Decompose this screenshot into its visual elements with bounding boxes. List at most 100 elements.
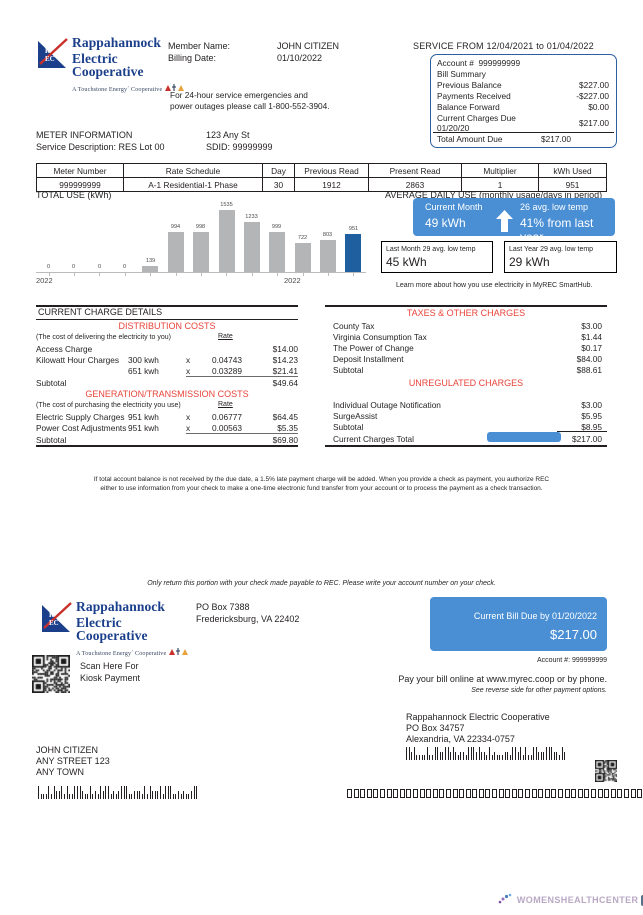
barcode-bar	[496, 755, 498, 760]
td-previous-read: 1912	[294, 177, 369, 192]
remit-address-line-1: PO Box 7388	[196, 602, 250, 612]
barcode-bar	[455, 752, 457, 760]
kiosk-scan-line-1: Scan Here For	[80, 661, 139, 671]
customer-address-line-2: ANY STREET 123	[36, 756, 110, 766]
barcode-bar	[418, 755, 420, 760]
current-charges-total-label: Current Charges Total	[333, 434, 415, 444]
barcode-bar	[421, 755, 423, 760]
barcode-bar	[457, 755, 459, 760]
barcode-bar	[188, 794, 190, 799]
disclaimer-line-1: If total account balance is not received…	[93, 476, 550, 483]
chart-bar-label: 0	[46, 264, 51, 270]
gen-row-0-qty: 951 kwh	[128, 412, 159, 422]
ocr-char	[426, 789, 432, 798]
ocr-char	[551, 789, 557, 798]
barcode-bar	[121, 786, 122, 799]
dist-row-1-amount: $14.23	[272, 355, 298, 365]
chart-tick	[125, 273, 126, 276]
secondary-qr-code[interactable]	[595, 760, 617, 782]
barcode-bar	[97, 794, 99, 799]
table-row: 999999999 A-1 Residential-1 Phase 30 191…	[36, 177, 607, 192]
meter-information-title: METER INFORMATION	[36, 130, 133, 140]
barcode-bar	[123, 786, 125, 799]
mailto-line-3: Alexandria, VA 22334-0757	[406, 734, 515, 744]
barcode-bar	[501, 755, 503, 760]
barcode-bar	[196, 786, 198, 799]
billing-date-value: 01/10/2022	[277, 53, 323, 63]
chart-bar	[320, 240, 336, 272]
ocr-char	[498, 789, 504, 798]
barcode-bar	[63, 794, 65, 799]
ocr-char	[465, 789, 471, 798]
barcode-bar	[175, 794, 177, 799]
dist-row-0-label: Access Charge	[36, 344, 93, 354]
th-rate-schedule: Rate Schedule	[123, 163, 263, 178]
emergency-line-1: For 24-hour service emergencies and	[170, 90, 308, 100]
chart-bar-label: 0	[71, 264, 76, 270]
taxes-subtotal-value: $88.61	[576, 365, 602, 375]
unregulated-subtotal-value: $8.95	[581, 422, 602, 432]
chart-bar	[142, 266, 158, 272]
generation-subtotal-label: Subtotal	[36, 435, 67, 445]
th-meter-number: Meter Number	[36, 163, 124, 178]
generation-note: (The cost of purchasing the electricity …	[36, 402, 181, 409]
chart-tick	[99, 273, 100, 276]
barcode-bar	[128, 794, 130, 799]
ocr-scanline	[347, 789, 643, 798]
watermark-logo: WOMENSHEALTHCENTER ORG	[498, 893, 643, 906]
barcode-bar	[126, 786, 128, 799]
barcode-bar	[411, 752, 413, 760]
barcode-bar	[144, 786, 146, 799]
ocr-char	[617, 789, 623, 798]
rec-logo-mark-stub: R EC	[40, 602, 74, 634]
ocr-char	[393, 789, 399, 798]
barcode-bar	[95, 791, 97, 799]
barcode-bar	[100, 786, 102, 799]
ocr-char	[439, 789, 445, 798]
dist-row-2-multiply-icon: x	[186, 366, 191, 376]
dist-row-1-multiply-icon: x	[186, 355, 191, 365]
distribution-costs-heading: DISTRIBUTION COSTS	[118, 321, 216, 331]
dist-row-1-qty: 300 kwh	[128, 355, 159, 365]
chart-bar-label: 1535	[220, 202, 233, 208]
usage-bar-chart: 0 0 0 0 139 994 998 1535 1233 999 722 803 951	[36, 200, 366, 276]
touchstone-energy-icon-stub	[168, 647, 190, 658]
barcode-bar	[82, 791, 84, 799]
ocr-char	[360, 789, 366, 798]
barcode-bar	[131, 794, 133, 799]
ocr-char	[472, 789, 478, 798]
total-rule	[557, 431, 607, 432]
barcode-bar	[460, 752, 462, 760]
chart-tick	[226, 273, 227, 276]
taxes-top-rule	[325, 305, 607, 307]
chart-bar	[168, 232, 184, 272]
watermark-org: ORG	[641, 895, 643, 906]
barcode-bar	[483, 752, 485, 760]
barcode-bar	[183, 791, 185, 799]
chart-bar-label: 994	[170, 224, 181, 230]
tax-row-1-label: Virginia Consumption Tax	[333, 332, 427, 342]
kiosk-payment-qr-code[interactable]	[32, 655, 70, 693]
distribution-subtotal-value: $49.64	[272, 378, 298, 388]
barcode-bar	[494, 752, 496, 760]
chart-bar-label: 998	[195, 224, 206, 230]
postal-barcode-top	[406, 746, 567, 760]
ocr-char	[445, 789, 451, 798]
disclaimer-line-2: either to use information from your chec…	[100, 485, 543, 492]
summary-current-charges-due-date: 01/20/20	[437, 123, 470, 133]
summary-label-total-amount-due: Total Amount Due	[437, 134, 503, 144]
barcode-bar	[522, 755, 524, 760]
barcode-bar	[504, 752, 506, 760]
barcode-bar	[105, 786, 107, 799]
barcode-bar	[178, 791, 180, 799]
barcode-bar	[561, 747, 563, 760]
logo-tagline: A Touchstone Energy´ Cooperative	[72, 82, 186, 93]
stub-account-number: Account #: 999999999	[536, 657, 607, 664]
barcode-bar	[180, 794, 182, 799]
dist-row-1-rate: 0.04743	[212, 355, 242, 365]
dist-row-2-qty: 651 kwh	[128, 366, 159, 376]
barcode-bar	[463, 752, 465, 760]
logo-name-line2-stub: Electric Cooperative	[76, 614, 148, 643]
barcode-bar	[452, 747, 454, 760]
chart-tick	[277, 273, 278, 276]
